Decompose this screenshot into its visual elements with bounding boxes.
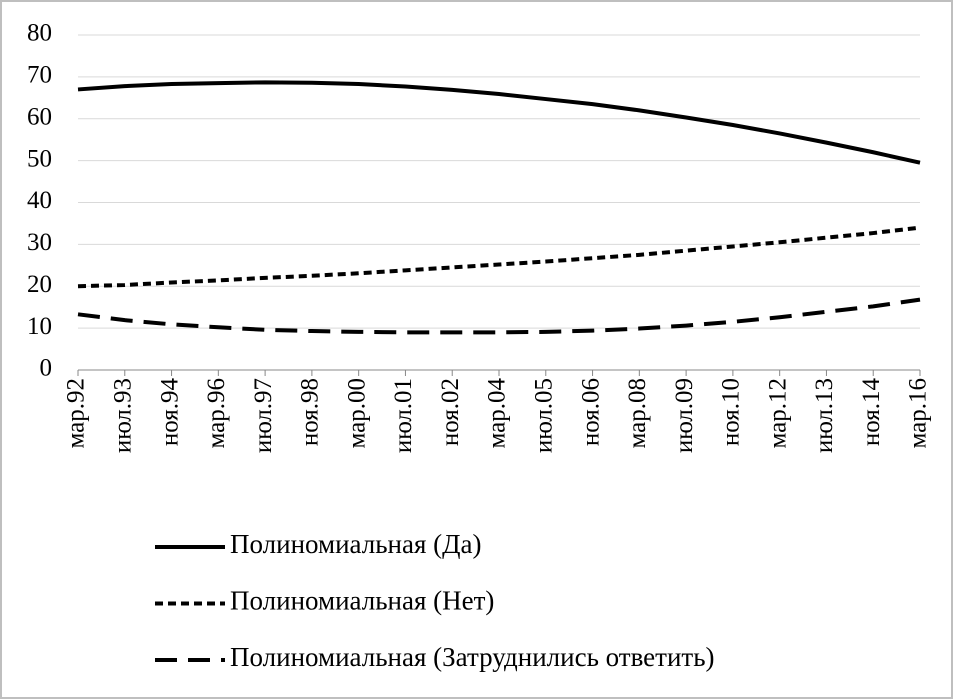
y-tick-label: 10 — [27, 313, 52, 340]
x-tick-label: мар.16 — [905, 378, 932, 449]
y-tick-label: 50 — [27, 145, 52, 172]
legend-label: Полиномиальная (Затруднились ответить) — [230, 642, 715, 672]
x-tick-label: июл.09 — [671, 378, 698, 453]
y-tick-label: 40 — [27, 187, 52, 214]
legend-label: Полиномиальная (Да) — [230, 529, 482, 559]
y-tick-label: 0 — [40, 355, 53, 382]
x-tick-label: мар.04 — [484, 378, 511, 449]
series-line — [77, 80, 921, 165]
x-tick-label: мар.12 — [764, 378, 791, 449]
y-tick-label: 20 — [27, 271, 52, 298]
x-tick-label: июл.13 — [811, 378, 838, 453]
x-tick-label: ноя.98 — [297, 378, 324, 446]
x-tick-label: июл.97 — [250, 378, 277, 453]
x-tick-label: июл.93 — [110, 378, 137, 453]
x-tick-label: июл.05 — [531, 378, 558, 453]
legend-label: Полиномиальная (Нет) — [230, 586, 494, 616]
x-tick-label: мар.00 — [343, 378, 370, 449]
y-tick-label: 30 — [27, 229, 52, 256]
x-tick-label: ноя.02 — [437, 378, 464, 446]
x-tick-label: июл.01 — [390, 378, 417, 453]
series-line — [77, 225, 921, 289]
y-tick-label: 80 — [27, 20, 52, 47]
x-tick-label: мар.92 — [63, 378, 90, 449]
x-tick-label: мар.08 — [624, 378, 651, 449]
y-tick-label: 70 — [27, 62, 52, 89]
x-tick-label: ноя.10 — [718, 378, 745, 446]
x-tick-label: ноя.06 — [577, 378, 604, 446]
y-tick-label: 60 — [27, 103, 52, 130]
series-line — [77, 297, 921, 335]
x-tick-label: ноя.94 — [156, 378, 183, 447]
x-tick-label: ноя.14 — [858, 378, 885, 447]
x-tick-label: мар.96 — [203, 378, 230, 449]
